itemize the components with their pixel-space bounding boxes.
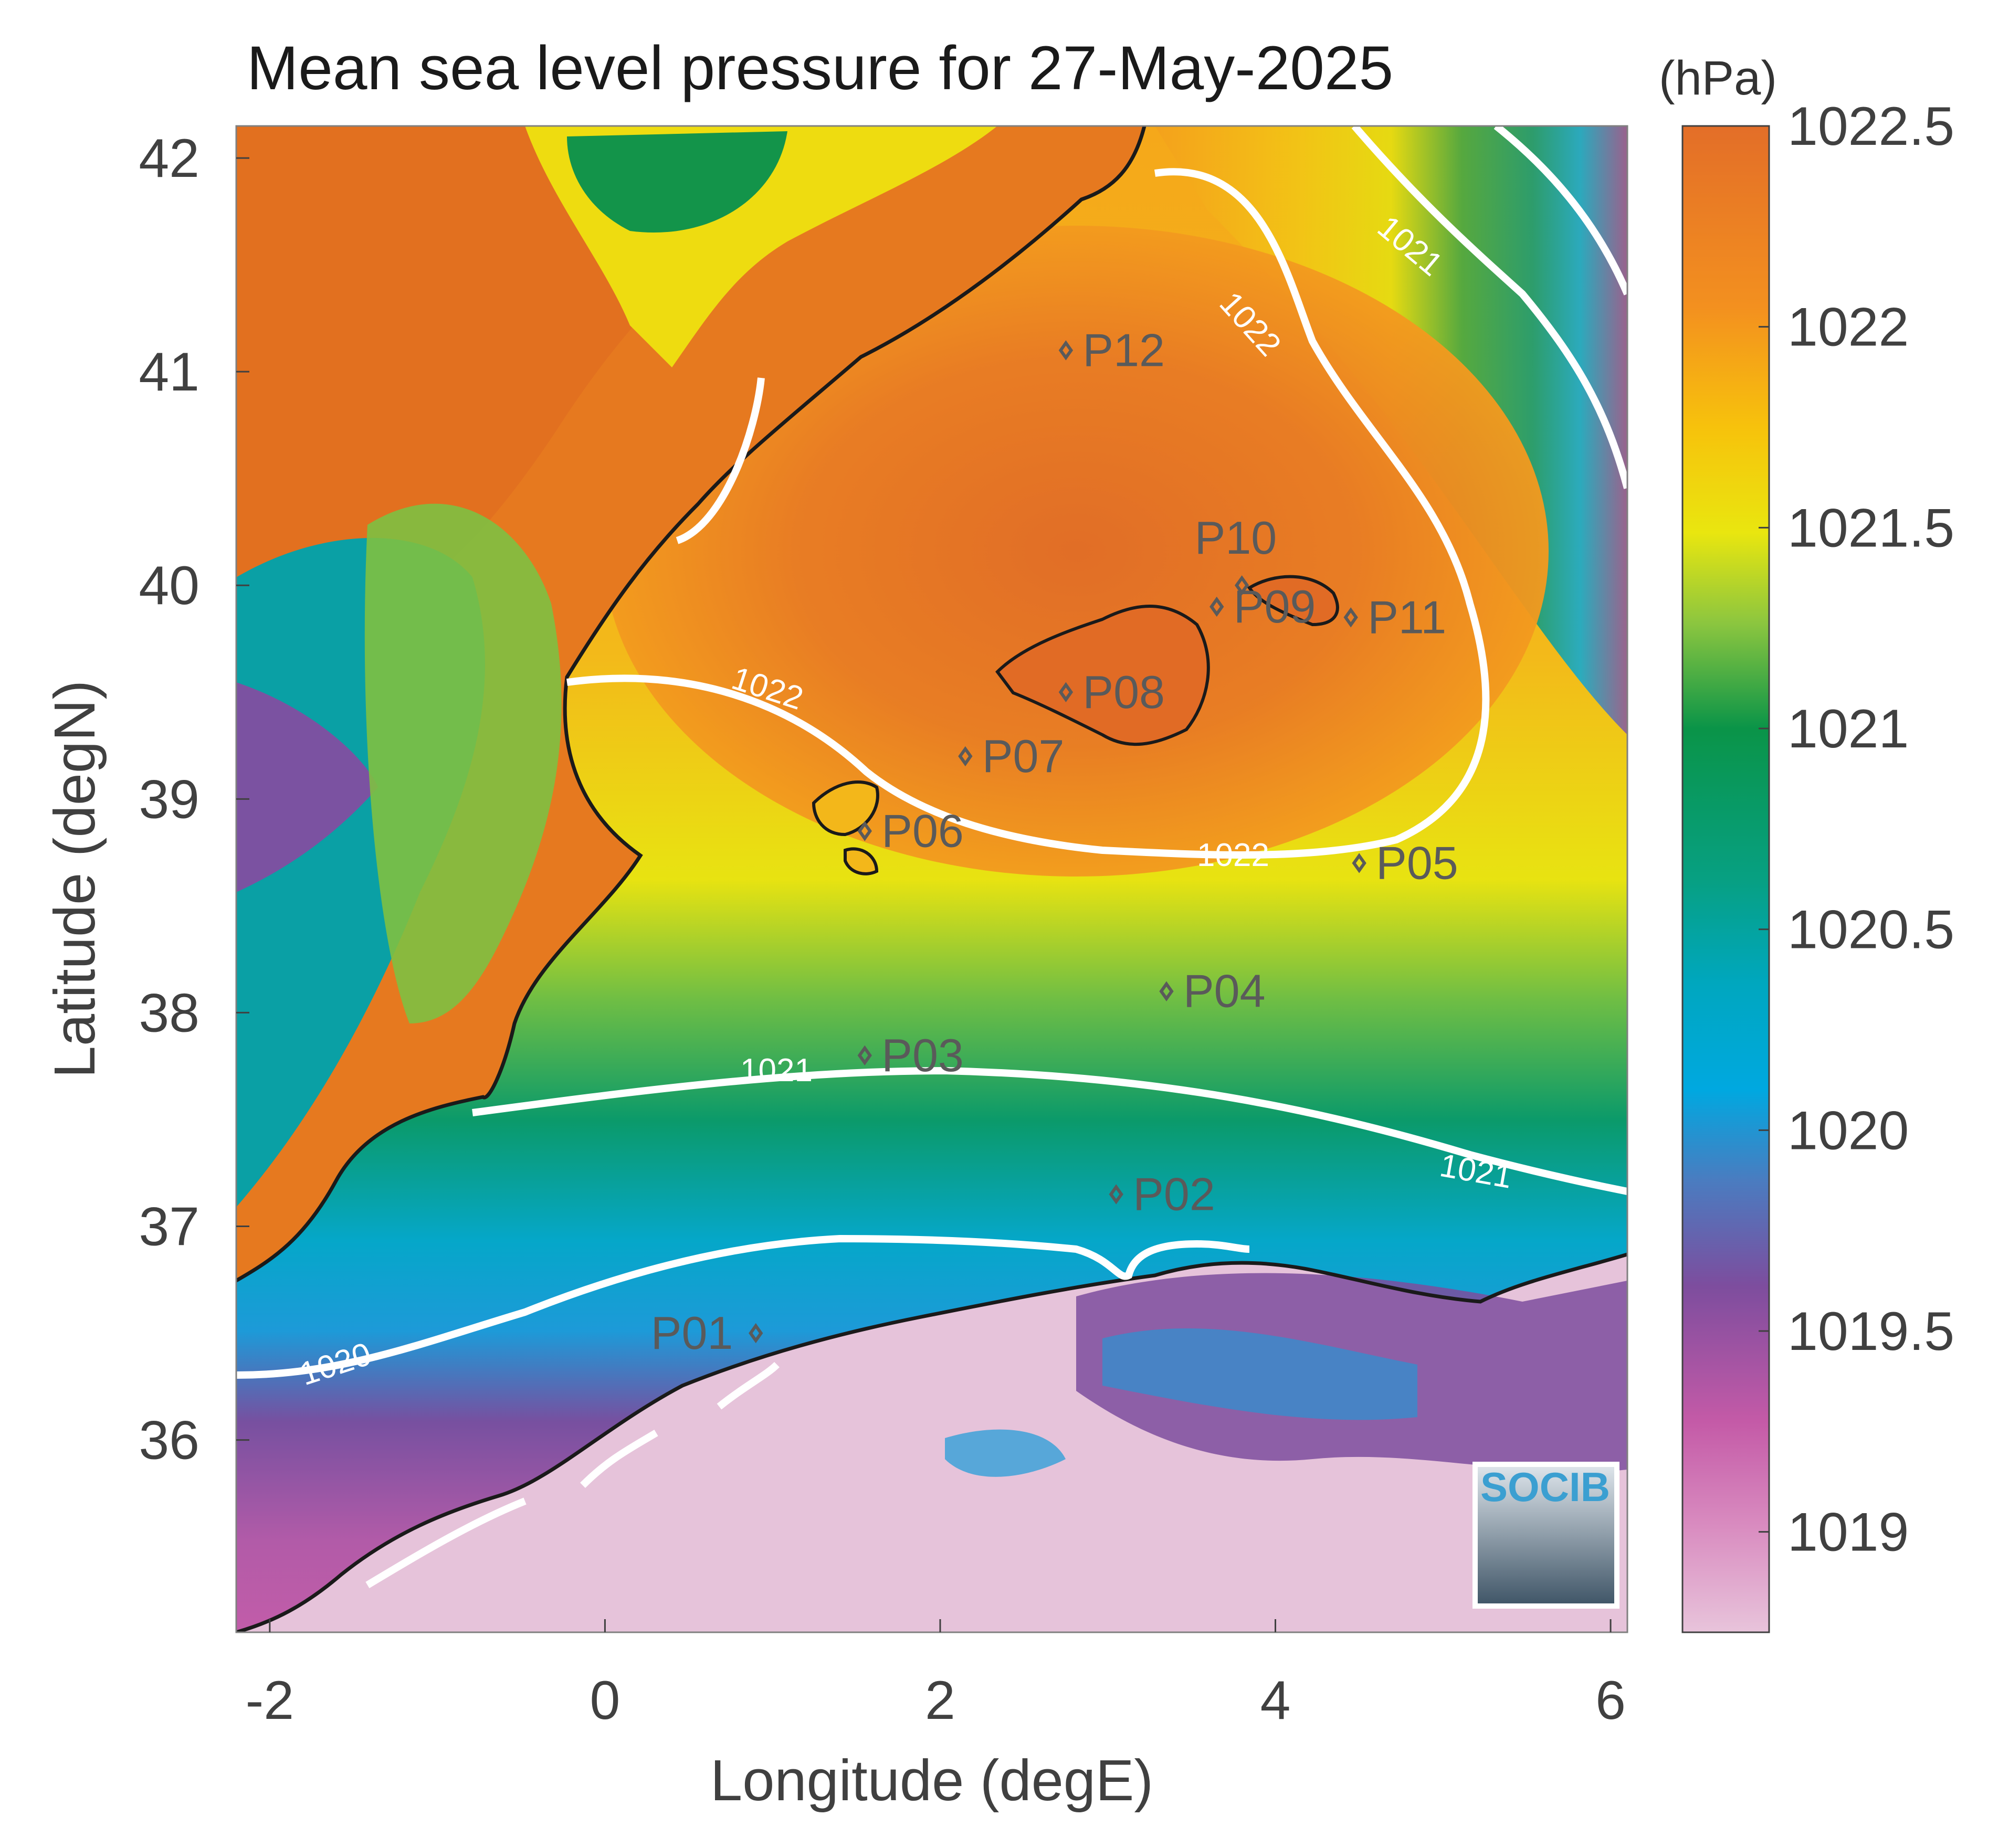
station-label: P02 bbox=[1133, 1168, 1215, 1220]
station-diamond-icon bbox=[857, 821, 872, 841]
colorbar-tick-label: 1020 bbox=[1787, 1100, 1909, 1161]
y-tick-label: 39 bbox=[139, 769, 199, 830]
x-tick-label: 6 bbox=[1595, 1670, 1626, 1731]
station-marker-p06: P06 bbox=[857, 805, 964, 857]
station-marker-p10: P10 bbox=[1195, 512, 1277, 596]
station-diamond-icon bbox=[1058, 340, 1074, 361]
colorbar-ticks: 1019 1019.5 1020 1020.5 1021 1021.5 1022 1022.5 bbox=[1759, 96, 1954, 1563]
station-label: P09 bbox=[1234, 580, 1316, 632]
station-marker-p01: P01 bbox=[651, 1307, 763, 1359]
y-axis-ticks: 36 37 38 39 40 41 42 bbox=[139, 128, 249, 1471]
chart-title: Mean sea level pressure for 27-May-2025 bbox=[247, 34, 1393, 103]
high-pressure-core bbox=[604, 226, 1549, 877]
iberia-coastline bbox=[236, 126, 1147, 1283]
station-marker-p07: P07 bbox=[958, 730, 1065, 782]
ibiza bbox=[812, 780, 879, 837]
station-diamond-icon bbox=[857, 1045, 872, 1066]
socib-logo: SOCIB bbox=[1472, 1462, 1619, 1609]
atlas-highlands bbox=[1102, 1328, 1417, 1420]
colorbar-tick-label: 1020.5 bbox=[1787, 900, 1954, 960]
x-tick-label: 4 bbox=[1260, 1670, 1291, 1731]
station-marker-p04: P04 bbox=[1159, 965, 1266, 1017]
contour-1022-main bbox=[566, 168, 1490, 859]
station-diamond-icon bbox=[749, 1323, 763, 1344]
y-tick-label: 41 bbox=[139, 342, 199, 403]
station-diamond-icon bbox=[1343, 607, 1358, 628]
station-marker-p11: P11 bbox=[1343, 591, 1446, 643]
x-tick-label: 2 bbox=[925, 1670, 955, 1731]
station-marker-p03: P03 bbox=[857, 1029, 964, 1081]
contour-1020-ne bbox=[1493, 126, 1627, 295]
y-tick-label: 38 bbox=[139, 983, 199, 1043]
station-diamond-icon bbox=[1352, 853, 1366, 873]
colorbar-tick-label: 1022 bbox=[1787, 297, 1909, 358]
iberia-east-slope bbox=[364, 503, 562, 1023]
station-markers: P01 P02 P03 P04 P05 P06 P07 P08 P09 P10 P11 P12 bbox=[651, 324, 1458, 1359]
station-label: P12 bbox=[1082, 324, 1165, 376]
station-diamond-icon bbox=[1159, 981, 1174, 1001]
map-plot-area: 1022 1022 1022 1021 1021 1021 1020 P01P0… bbox=[236, 126, 1627, 1632]
station-label: P05 bbox=[1376, 837, 1458, 889]
inland-low bbox=[945, 1429, 1066, 1477]
menorca bbox=[1247, 575, 1339, 627]
station-label: P04 bbox=[1183, 965, 1266, 1017]
station-diamond-icon bbox=[1058, 682, 1074, 702]
station-label: P03 bbox=[881, 1029, 964, 1081]
station-diamond-icon bbox=[1234, 575, 1249, 596]
ebro-lowland bbox=[567, 131, 787, 233]
station-marker-p05: P05 bbox=[1352, 837, 1458, 889]
colorbar-tick-label: 1019 bbox=[1787, 1502, 1909, 1563]
x-tick-label: -2 bbox=[246, 1670, 294, 1731]
x-axis-label: Longitude (degE) bbox=[710, 1748, 1153, 1813]
logo-text: SOCIB bbox=[1480, 1464, 1610, 1510]
colorbar-tick-label: 1022.5 bbox=[1787, 96, 1954, 157]
contour-1019-south bbox=[365, 1361, 780, 1589]
colorbar-tick-label: 1021.5 bbox=[1787, 498, 1954, 558]
formentera bbox=[844, 847, 879, 875]
station-label: P07 bbox=[982, 730, 1065, 782]
contour-1020-south bbox=[236, 1234, 1250, 1379]
colorbar: (hPa) 1019 1019.5 1020 1020.5 1021 1021.5 1022… bbox=[1659, 51, 1954, 1633]
plot-frame bbox=[235, 125, 1628, 1633]
colorbar-scale bbox=[1681, 125, 1770, 1633]
station-marker-p02: P02 bbox=[1109, 1168, 1215, 1220]
station-label: P11 bbox=[1368, 591, 1446, 643]
station-marker-p09: P09 bbox=[1209, 580, 1316, 632]
contour-1021-south bbox=[472, 1066, 1627, 1195]
station-diamond-icon bbox=[958, 746, 973, 767]
y-tick-label: 36 bbox=[139, 1410, 199, 1471]
contour-1022-coast bbox=[676, 377, 765, 544]
x-tick-label: 0 bbox=[590, 1670, 620, 1731]
y-tick-label: 37 bbox=[139, 1197, 199, 1258]
contour-label-1021-b: 1021 bbox=[740, 1052, 813, 1089]
station-diamond-icon bbox=[1209, 596, 1224, 617]
colorbar-unit: (hPa) bbox=[1659, 51, 1777, 105]
colorbar-tick-label: 1021 bbox=[1787, 699, 1909, 759]
meseta-low bbox=[236, 682, 378, 892]
station-diamond-icon bbox=[1109, 1184, 1123, 1205]
station-marker-p12: P12 bbox=[1058, 324, 1165, 376]
contour-label-1022-c: 1022 bbox=[1197, 837, 1269, 873]
station-marker-p08: P08 bbox=[1058, 666, 1165, 718]
station-label: P08 bbox=[1082, 666, 1165, 718]
y-tick-label: 42 bbox=[139, 128, 199, 189]
station-label: P06 bbox=[881, 805, 964, 857]
contour-1021-ne bbox=[1351, 126, 1627, 489]
station-label: P10 bbox=[1195, 512, 1277, 564]
station-label: P01 bbox=[651, 1307, 733, 1359]
mallorca bbox=[995, 605, 1210, 746]
y-tick-label: 40 bbox=[139, 555, 199, 616]
x-axis-ticks: -2 0 2 4 6 bbox=[246, 1619, 1626, 1731]
colorbar-tick-label: 1019.5 bbox=[1787, 1301, 1954, 1362]
y-axis-label: Latitude (degN) bbox=[43, 680, 107, 1078]
africa-coastline bbox=[236, 1252, 1627, 1632]
